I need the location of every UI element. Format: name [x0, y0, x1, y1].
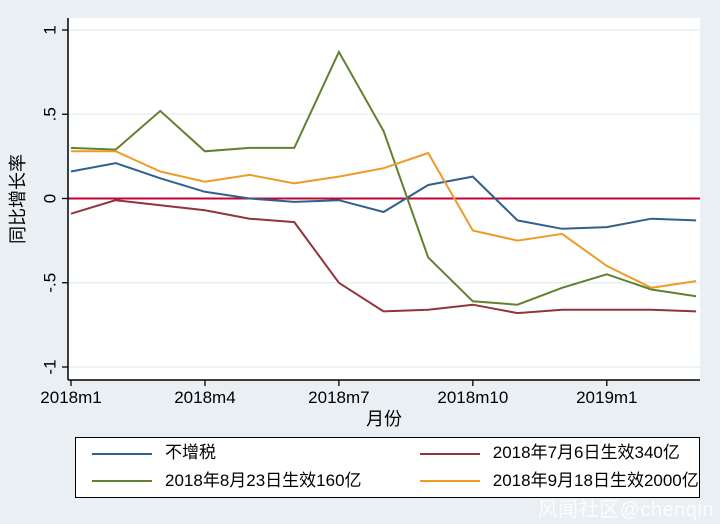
y-axis-label: 同比增长率: [8, 154, 28, 244]
legend-item: 2018年7月6日生效340亿: [419, 443, 699, 463]
y-tick-label: 0: [40, 194, 59, 203]
series-line-2: [70, 49, 697, 306]
legend-swatch-line: [92, 452, 152, 455]
x-tick-label: 2018m7: [308, 388, 369, 407]
x-tick-label: 2019m1: [576, 388, 637, 407]
y-tick-label: -.5: [40, 273, 59, 293]
line-chart: 2018m1 2018m4 2018m7 2018m10 2019m1 1 .5 0 -.5 -1…: [8, 18, 700, 429]
x-tick-label: 2018m4: [174, 388, 235, 407]
series-line-3: [71, 150, 697, 289]
legend-label: 2018年7月6日生效340亿: [492, 443, 680, 463]
legend-swatch-line: [419, 480, 480, 483]
legend-label: 不增税: [165, 443, 216, 463]
legend-item: 2018年8月23日生效160亿: [92, 471, 420, 491]
legend-swatch-line: [92, 480, 152, 483]
legend-item: 不增税: [92, 444, 420, 463]
y-tick-label: 1: [40, 25, 59, 34]
legend-label: 2018年8月23日生效160亿: [165, 471, 362, 490]
x-tick-label: 2018m10: [437, 388, 508, 407]
x-tick-label: 2018m1: [40, 388, 101, 407]
series-line-1: [70, 199, 697, 315]
legend-item: 2018年9月18日生效2000亿: [419, 471, 699, 491]
legend-swatch-line: [419, 452, 480, 455]
watermark: 风闻社区@chenqin: [537, 499, 714, 521]
x-axis-label: 月份: [366, 409, 402, 429]
series-line-0: [70, 162, 697, 230]
chart-dynamic-layer: 2018m1 2018m4 2018m7 2018m10 2019m1 1 .5 0 -.5 -1: [40, 25, 700, 407]
legend-label: 2018年9月18日生效2000亿: [492, 471, 699, 490]
legend: 不增税 2018年7月6日生效340亿 2018年8月23日生效160亿 201…: [75, 437, 700, 498]
y-tick-label: .5: [40, 107, 59, 121]
y-tick-label: -1: [40, 359, 59, 374]
